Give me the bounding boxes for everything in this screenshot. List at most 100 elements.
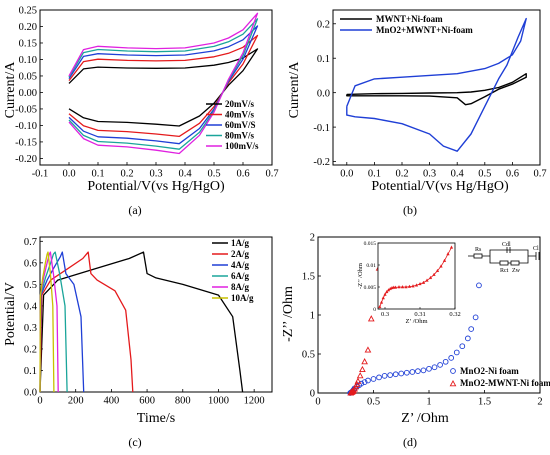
legend-label: MnO2-MWNT-Ni foam [460,378,550,388]
inset-x-tick-label: 0.31 [414,311,425,318]
data-point [403,369,410,376]
inset-data-point [383,292,387,296]
cdl-capacitor [506,247,511,253]
x-tick-label: 0.1 [91,169,104,180]
x-tick-label: 0.3 [423,169,436,180]
zw-element [510,260,520,266]
inset-data-point [400,285,405,289]
inset-data-point [421,280,426,284]
inset-y-tick-label: 0.005 [364,285,377,291]
data-point [453,349,460,356]
x-tick-label: 0 [37,396,42,407]
caption: (a) [128,203,141,217]
x-tick-label: 800 [175,396,191,407]
data-point [409,369,416,375]
data-point [448,355,455,361]
legend-label: 2A/g [231,249,250,259]
cl-capacitor [535,252,540,260]
y-tick-label: 0.05 [19,72,37,83]
caption: (d) [403,435,417,449]
legend-label: 1A/g [231,238,250,248]
data-point [476,282,482,289]
inset-data-point [407,284,412,288]
y-tick-label: 0.2 [24,345,37,356]
rs-label: Rs [475,247,482,253]
y-tick-label: 0.20 [19,22,37,33]
x-tick-label: 0.3 [149,169,162,180]
data-point [370,376,377,382]
inset-data-point [446,252,450,256]
x-axis-label: Potential/V(vs Hg/HgO) [87,179,225,194]
data-point [426,365,432,372]
inset-y-tick-label: 0.01 [366,263,376,269]
panel-a: -0.1 0.0 0.1 0.2 0.3 0.4 0.5 0.6 0.7 0.25 0.20 0.15… [3,6,279,217]
y-tick-label: 0.15 [19,39,37,50]
y-tick-label: 0.5 [24,280,37,291]
x-tick-label: 0.5 [367,397,380,408]
x-axis-label: Z’ /Ohm [401,411,449,426]
x-tick-label: 200 [68,396,84,407]
legend-label: MnO2-Ni foam [460,366,519,376]
cl-label: Cl [533,246,539,252]
series-line [39,251,85,393]
legend-label: MnO2+MWNT+Ni-foam [376,25,473,35]
y-tick-label: 0.10 [19,55,37,66]
legend-label: MWNT+Ni-foam [376,14,443,24]
data-point [353,380,361,387]
data-point [365,377,371,384]
x-tick-label: 1 [426,397,431,408]
x-tick-label: 400 [104,396,120,407]
plot-frame [332,9,541,166]
inset-data-point [411,284,415,288]
x-tick-label: 0.1 [368,169,381,180]
data-point [381,372,388,379]
x-tick-label: 0.5 [478,169,491,180]
series-line [68,34,259,138]
inset-data-point [435,268,440,272]
y-tick-label: 0.4 [24,302,38,313]
x-tick-label: 1200 [244,396,265,407]
inset-data-point [414,283,419,287]
series-line [346,17,527,152]
data-point [356,372,364,379]
x-axis-label: Potential/V(vs Hg/HgO) [371,179,509,194]
panel-b: 0.0 0.1 0.2 0.3 0.4 0.5 0.6 0.7 0.2 0.1 0.0 -0.1 -0.… [287,9,547,217]
data-point [364,346,372,353]
data-point [387,372,394,378]
rs-resistor [473,253,483,259]
x-tick-label: -0.1 [32,169,49,180]
y-tick-label: 0.6 [24,259,37,270]
data-point [359,365,366,373]
panel-d: 0 0.5 1 1.5 2 0 0.5 1 1.5 2 MnO2-Ni foam MnO2-MWNT… [281,233,550,449]
legend-label: 8A/g [231,282,250,292]
series-line [39,251,68,393]
y-tick-label: 0.2 [317,19,330,30]
y-tick-label: -0.20 [15,154,37,165]
zw-label: Zw [512,268,521,274]
data-point [376,374,382,381]
y-tick-label: 0.7 [24,237,37,248]
data-point [415,368,421,375]
data-point [459,343,466,350]
legend-label: 10A/g [231,293,254,303]
legend-label: 4A/g [231,260,250,270]
data-point [354,377,362,384]
y-tick-label: 0.1 [317,54,330,65]
panel-c: 0 200 400 600 800 1000 1200 0.0 0.1 0.2 0.3 0.4 0.5 0… [3,236,273,449]
inset-y-axis-label: -Z’’ /Ohm [357,263,364,289]
series-line [68,48,259,127]
x-tick-label: 0.5 [207,169,220,180]
inset-data-point [397,285,401,289]
series-line [68,18,259,150]
inset-data-point [432,272,436,276]
inset-data-point [449,245,454,249]
inset-data-point [425,278,429,282]
inset-x-axis-label: Z’ /Ohm [405,318,427,325]
inset-data-point [385,289,389,294]
legend-label: 6A/g [231,271,250,281]
x-tick-label: 2 [537,397,542,408]
data-point [367,315,375,322]
x-axis-label: Time/s [137,411,175,426]
rct-label: Rct [500,268,509,274]
